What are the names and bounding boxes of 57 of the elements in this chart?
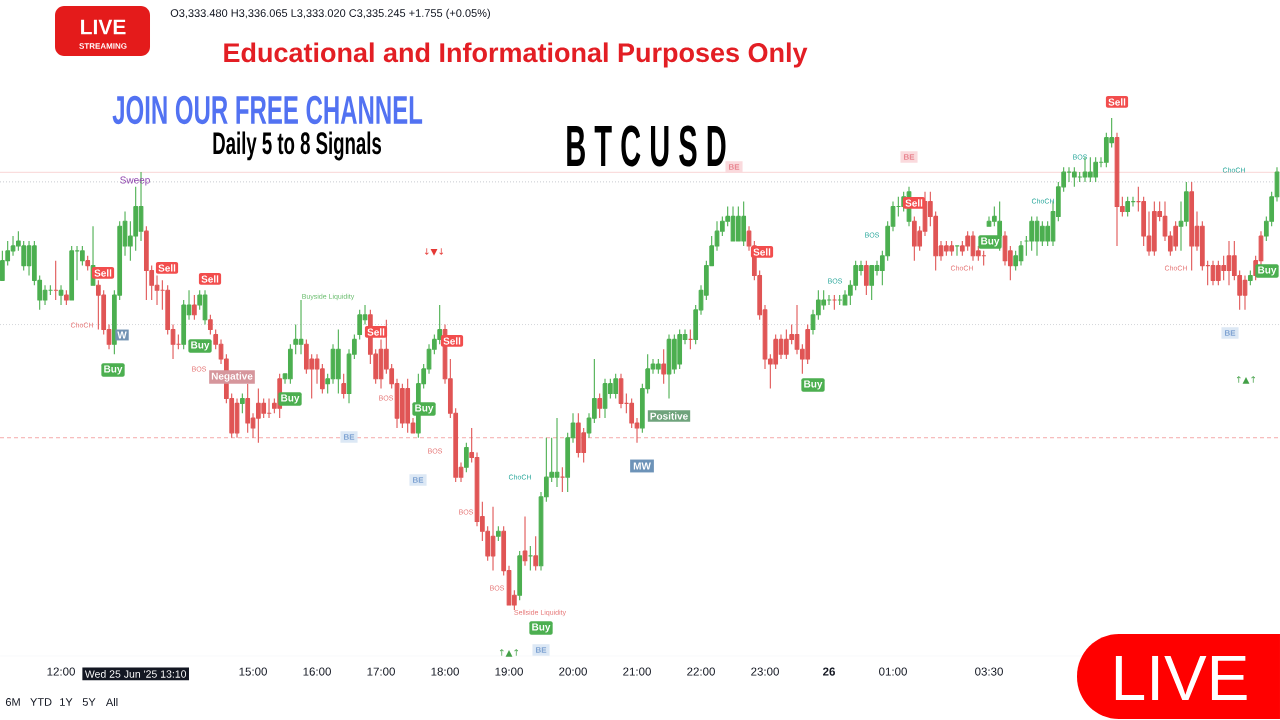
x-tick-label: 12:00 (47, 667, 75, 676)
annotation: ↑▲↑ (1236, 376, 1256, 384)
annotation: BE (903, 154, 915, 160)
annotation: W (117, 331, 127, 339)
chart-title: BTCUSD (567, 125, 726, 167)
text: ↑▲↑ (499, 649, 519, 657)
annotation: ↓▼↓ (424, 248, 444, 256)
text: Educational and Informational Purposes Only (224, 42, 808, 68)
annotation: Sell (158, 264, 176, 272)
text: All (105, 698, 118, 706)
x-tick-label: 20:00 (559, 667, 587, 676)
x-tick-label: 18:00 (431, 667, 459, 676)
annotation: Daily 5 to 8 Signals (213, 131, 382, 161)
x-tick-label: 01:00 (879, 667, 907, 676)
text: BE (535, 647, 547, 653)
text: YTD (30, 698, 52, 706)
x-tick-label: 03:30 (975, 667, 1003, 676)
annotation: BE (343, 434, 355, 440)
text: 6M (5, 698, 20, 706)
annotation: Sell (753, 248, 771, 256)
annotation: Buy (1258, 266, 1277, 276)
x-tick-label: 22:00 (687, 667, 715, 676)
x-tick-label: 15:00 (239, 667, 267, 676)
text: LIVE (1115, 655, 1247, 700)
text: Sell (1108, 98, 1126, 106)
annotation: Buy (104, 365, 123, 375)
x-tick-label: 17:00 (367, 667, 395, 676)
annotation: Sell (94, 269, 112, 277)
text: STREAMING (79, 43, 127, 49)
annotation: JOIN OUR FREE CHANNEL (112, 95, 423, 125)
annotation: Sell (443, 337, 461, 345)
annotation: BE (728, 164, 740, 170)
text: 5Y (82, 698, 96, 706)
annotation: Buy (281, 394, 300, 404)
annotation: Buy (191, 341, 210, 351)
text: Buy (532, 623, 551, 633)
x-tick-label: Wed 25 Jun '25 13:10 (84, 670, 187, 678)
annotation: Sweep (120, 176, 150, 186)
annotation: Buy (415, 404, 434, 414)
x-tick-label: 19:00 (495, 667, 523, 676)
annotation: BE (1224, 330, 1236, 336)
annotation: Sell (905, 199, 923, 207)
annotation: Buy (981, 237, 1000, 247)
annotation: Sell (201, 275, 219, 283)
annotation: BE (412, 477, 424, 483)
text: LIVE (81, 19, 126, 35)
x-tick-label: 23:00 (751, 667, 779, 676)
annotation: MW (633, 462, 651, 470)
x-tick-label: 16:00 (303, 667, 331, 676)
annotation: Buy (804, 380, 823, 390)
text: O3,333.480 H3,336.065 L3,333.020 C3,335.245 +1.755 (+0.05%) (170, 8, 490, 20)
annotation: Negative (211, 372, 253, 382)
text: 1Y (60, 698, 73, 706)
annotation: Sell (367, 328, 385, 336)
x-tick-label: 26 (823, 667, 835, 676)
annotation: Positive (650, 412, 688, 420)
x-tick-label: 21:00 (623, 667, 651, 676)
